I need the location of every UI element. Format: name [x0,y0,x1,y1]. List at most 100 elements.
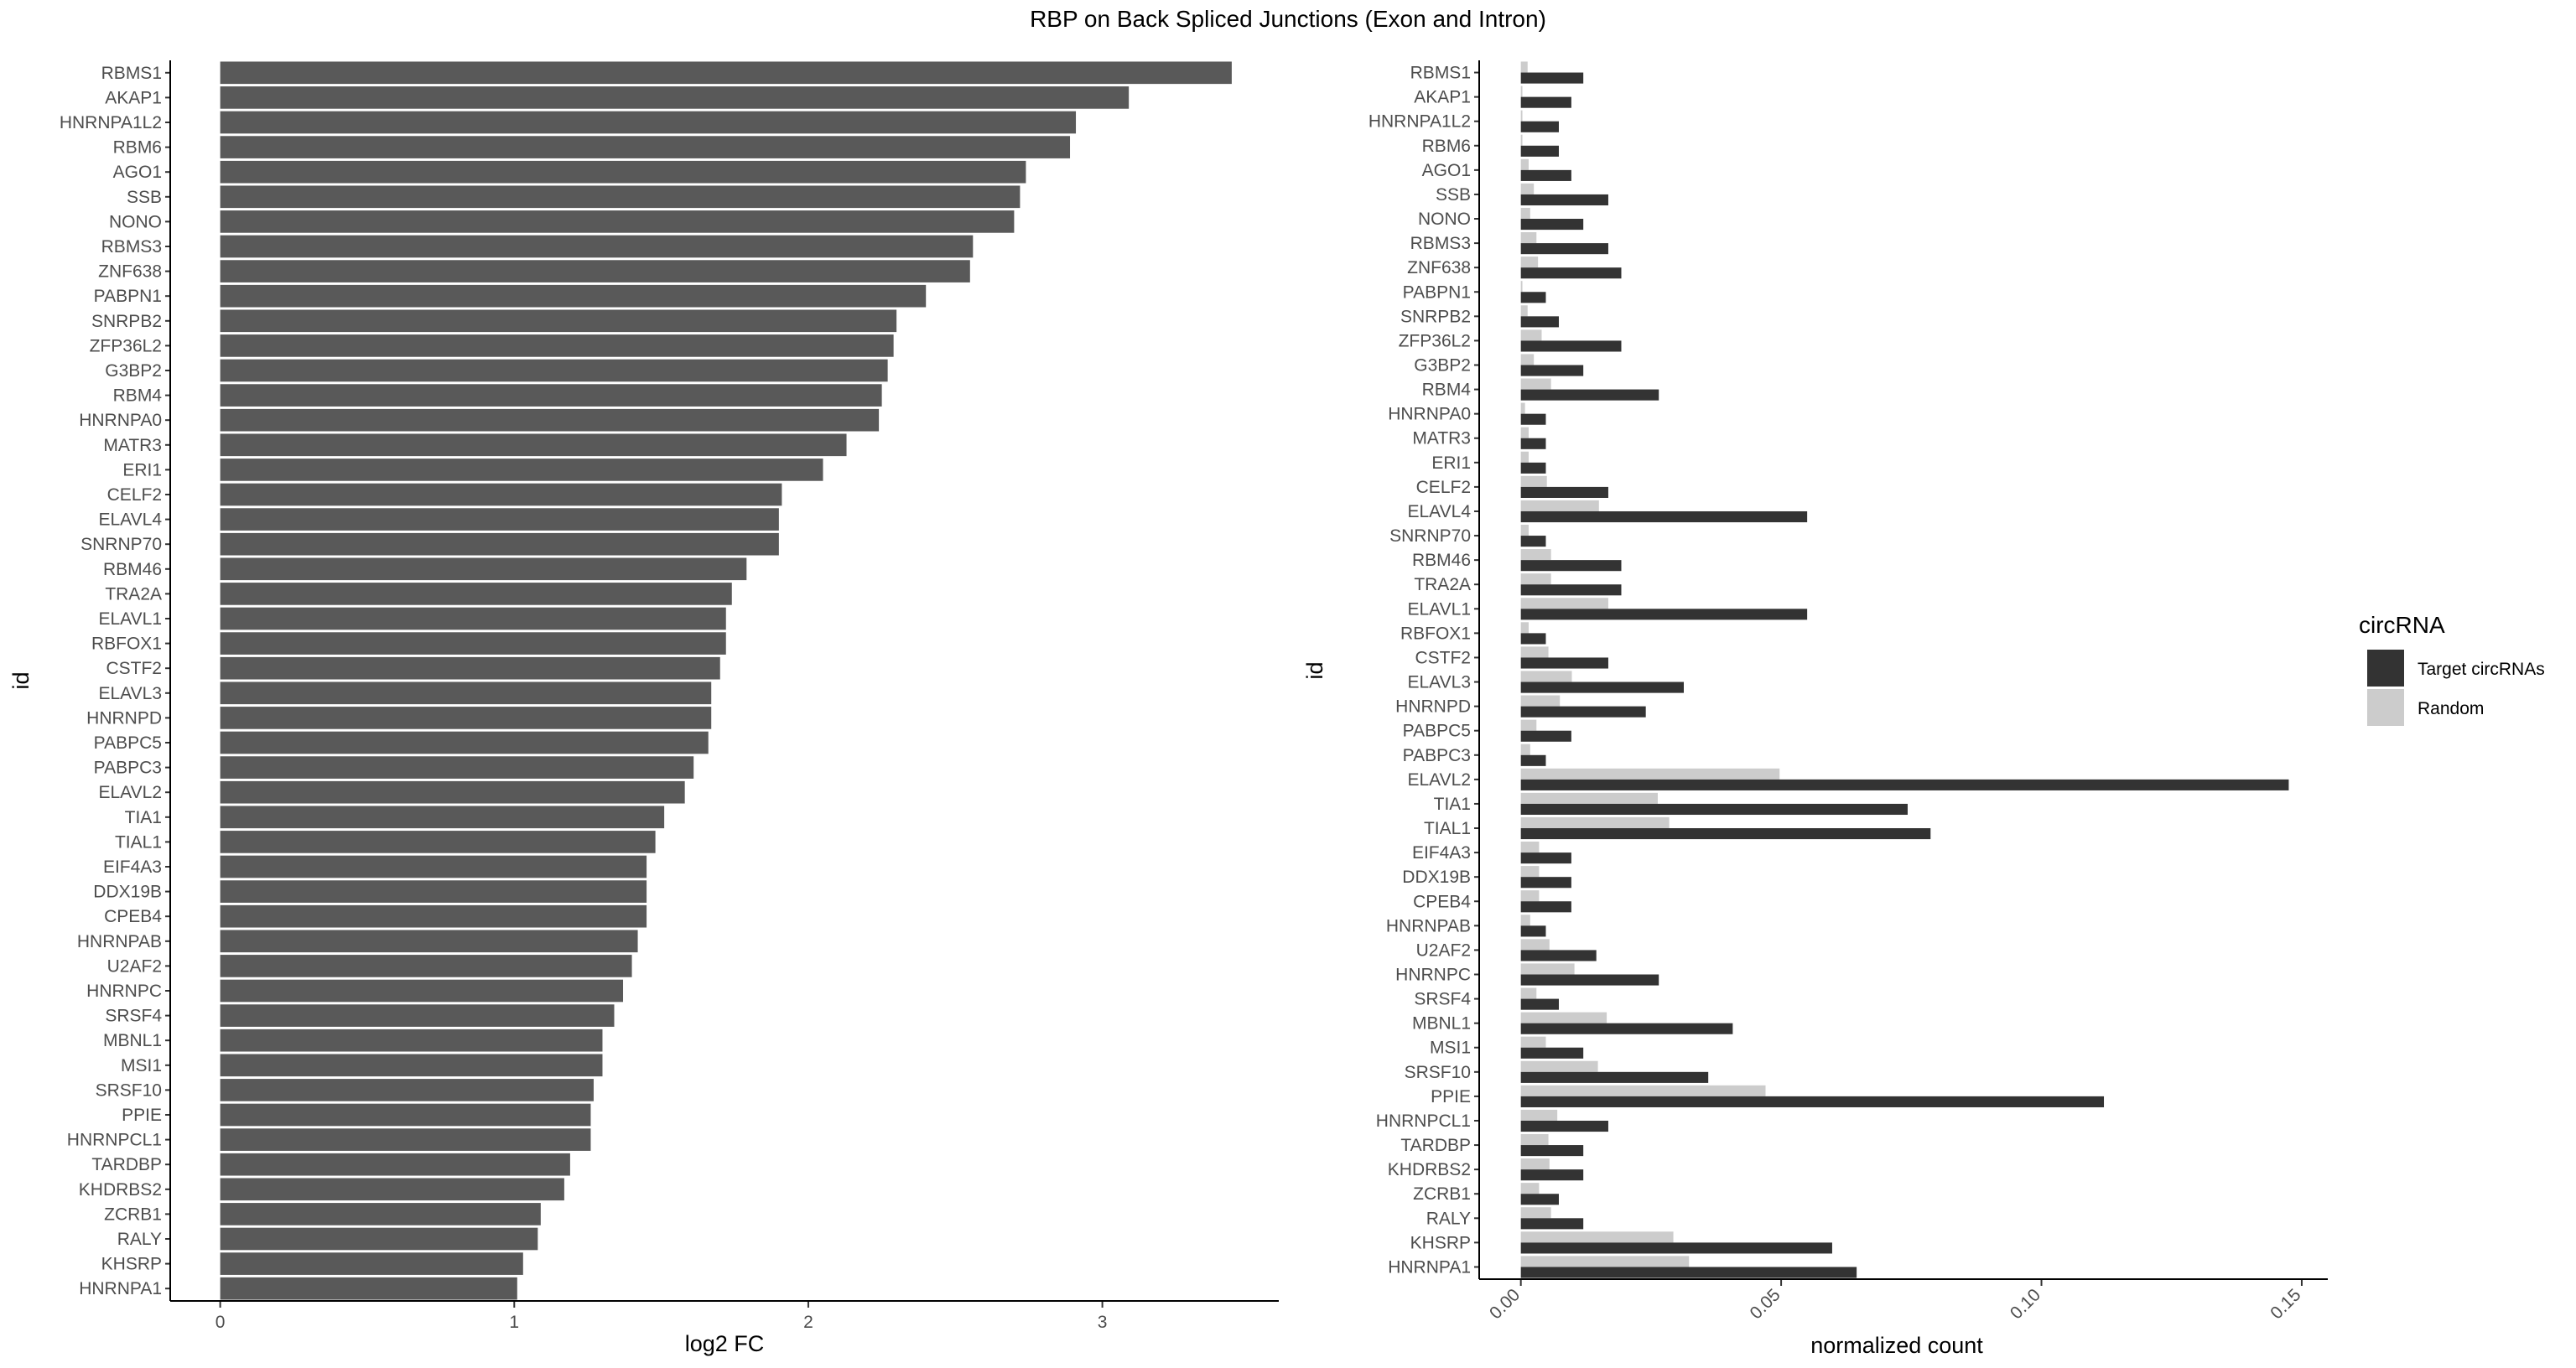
bar-target-pabpc3 [1520,754,1546,766]
y-tick-label-elavl2: ELAVL2 [99,783,163,802]
bar-target-hnrnpa1 [1520,1267,1857,1278]
bar-random-mbnl1 [1520,1012,1607,1023]
bar-raly [220,1227,538,1251]
left-y-tick-labels: RBMS1 AKAP1 HNRNPA1L2 RBM6 AGO1 SSB NONO RBMS3 Z… [60,64,170,1298]
chart-title: RBP on Back Spliced Junctions (Exon and … [1030,6,1546,32]
bar-khdrbs2 [220,1178,564,1201]
bar-mbnl1 [220,1029,603,1052]
bar-random-srsf4 [1520,987,1537,999]
bar-target-ssb [1520,194,1608,206]
y-tick-label-nono: NONO [109,212,162,231]
bar-target-hnrnpab [1520,925,1546,937]
bar-tia1 [220,806,665,829]
right-y-tick-label-hnrnpcl1: HNRNPCL1 [1376,1112,1471,1131]
y-tick-label-cpeb4: CPEB4 [104,907,162,926]
right-y-axis-title: id [1302,661,1327,679]
bar-target-srsf10 [1520,1071,1709,1083]
bar-target-hnrnpa1l2 [1520,121,1559,132]
bar-target-raly [1520,1218,1584,1230]
right-y-tick-label-ago1: AGO1 [1422,161,1471,180]
right-y-tick-label-akap1: AKAP1 [1414,88,1471,107]
bar-random-matr3 [1520,427,1529,438]
y-tick-label-rbms1: RBMS1 [101,64,162,83]
right-y-tick-label-rbms1: RBMS1 [1410,64,1471,83]
x-tick-label-0.10: 0.10 [2007,1285,2044,1323]
right-y-tick-label-snrnp70: SNRNP70 [1389,526,1471,546]
bar-target-tra2a [1520,584,1622,596]
bar-target-pabpc5 [1520,730,1571,742]
right-y-tick-label-hnrnpa1l2: HNRNPA1L2 [1368,112,1471,132]
left-x-axis-title: log2 FC [685,1331,765,1356]
right-y-tick-label-khdrbs2: KHDRBS2 [1388,1160,1471,1179]
y-tick-label-tardbp: TARDBP [91,1155,162,1174]
bar-random-raly [1520,1207,1551,1219]
bar-hnrnpd [220,707,712,729]
bar-random-ddx19b [1520,866,1540,878]
y-tick-label-mbnl1: MBNL1 [103,1031,162,1050]
x-tick-label-3: 3 [1098,1313,1108,1332]
legend-key-random [2367,689,2404,726]
x-tick-label-0.15: 0.15 [2267,1285,2304,1323]
bar-random-snrpb2 [1520,305,1528,317]
bar-zfp36l2 [220,334,894,357]
y-tick-label-snrnp70: SNRNP70 [80,535,162,554]
bar-matr3 [220,433,847,457]
y-tick-label-rbm46: RBM46 [103,560,162,579]
bar-cpeb4 [220,904,647,928]
x-tick-label-0: 0 [216,1313,226,1332]
bar-random-hnrnpc [1520,963,1575,975]
right-panel-normalized-count: RBMS1 AKAP1 HNRNPA1L2 RBM6 AGO1 SSB NONO RBMS3 Z… [1302,60,2328,1358]
right-y-tick-label-tra2a: TRA2A [1414,575,1471,594]
bar-target-khdrbs2 [1520,1169,1584,1181]
right-y-tick-label-pabpn1: PABPN1 [1403,282,1471,302]
bar-target-mbnl1 [1520,1023,1733,1034]
bar-random-cstf2 [1520,646,1549,658]
right-y-tick-label-ppie: PPIE [1431,1087,1471,1106]
bar-random-khsrp [1520,1231,1674,1243]
right-y-tick-label-g3bp2: G3BP2 [1414,356,1471,376]
right-y-tick-label-elavl1: ELAVL1 [1408,599,1472,619]
bar-random-elavl3 [1520,671,1572,682]
bar-target-khsrp [1520,1242,1832,1254]
y-tick-label-hnrnpc: HNRNPC [86,982,162,1001]
bar-random-khdrbs2 [1520,1158,1550,1170]
y-tick-label-eif4a3: EIF4A3 [103,858,162,877]
bar-target-matr3 [1520,438,1546,449]
bar-random-snrnp70 [1520,524,1529,536]
bar-target-rbm6 [1520,145,1559,157]
bar-random-rbm6 [1520,134,1523,146]
bar-nono [220,210,1015,233]
x-tick-label-1: 1 [509,1313,519,1332]
x-tick-label-0.00: 0.00 [1486,1285,1524,1323]
right-x-axis-title: normalized count [1810,1333,1983,1358]
left-y-axis-title: id [8,671,34,689]
y-tick-label-hnrnpa1l2: HNRNPA1L2 [60,113,162,132]
right-y-tick-label-u2af2: U2AF2 [1416,940,1471,960]
bar-random-g3bp2 [1520,354,1535,365]
bar-hnrnpa0 [220,408,880,432]
y-tick-label-pabpc5: PABPC5 [94,733,162,753]
right-y-tick-label-hnrnpa1: HNRNPA1 [1388,1257,1471,1277]
bar-srsf10 [220,1079,594,1101]
bar-target-tia1 [1520,803,1908,816]
bar-random-hnrnpa0 [1520,402,1525,414]
bar-random-znf638 [1520,256,1539,268]
y-tick-label-snrpb2: SNRPB2 [91,312,162,331]
y-tick-label-matr3: MATR3 [103,436,162,455]
y-tick-label-rbm6: RBM6 [113,138,162,158]
bar-random-eif4a3 [1520,842,1540,853]
bar-target-hnrnpa0 [1520,413,1546,425]
right-y-tick-label-rbm46: RBM46 [1412,551,1471,570]
y-tick-label-g3bp2: G3BP2 [105,361,162,381]
bar-random-msi1 [1520,1036,1546,1048]
y-tick-label-khdrbs2: KHDRBS2 [79,1180,162,1200]
bar-tardbp [220,1153,570,1176]
bar-random-tardbp [1520,1133,1549,1146]
y-tick-label-rbfox1: RBFOX1 [91,635,162,654]
right-y-tick-label-ddx19b: DDX19B [1402,868,1471,887]
bar-random-celf2 [1520,475,1547,487]
left-bars [220,61,1232,1300]
bar-target-znf638 [1520,267,1622,279]
y-tick-label-srsf4: SRSF4 [105,1007,162,1026]
bar-rbm6 [220,136,1071,158]
